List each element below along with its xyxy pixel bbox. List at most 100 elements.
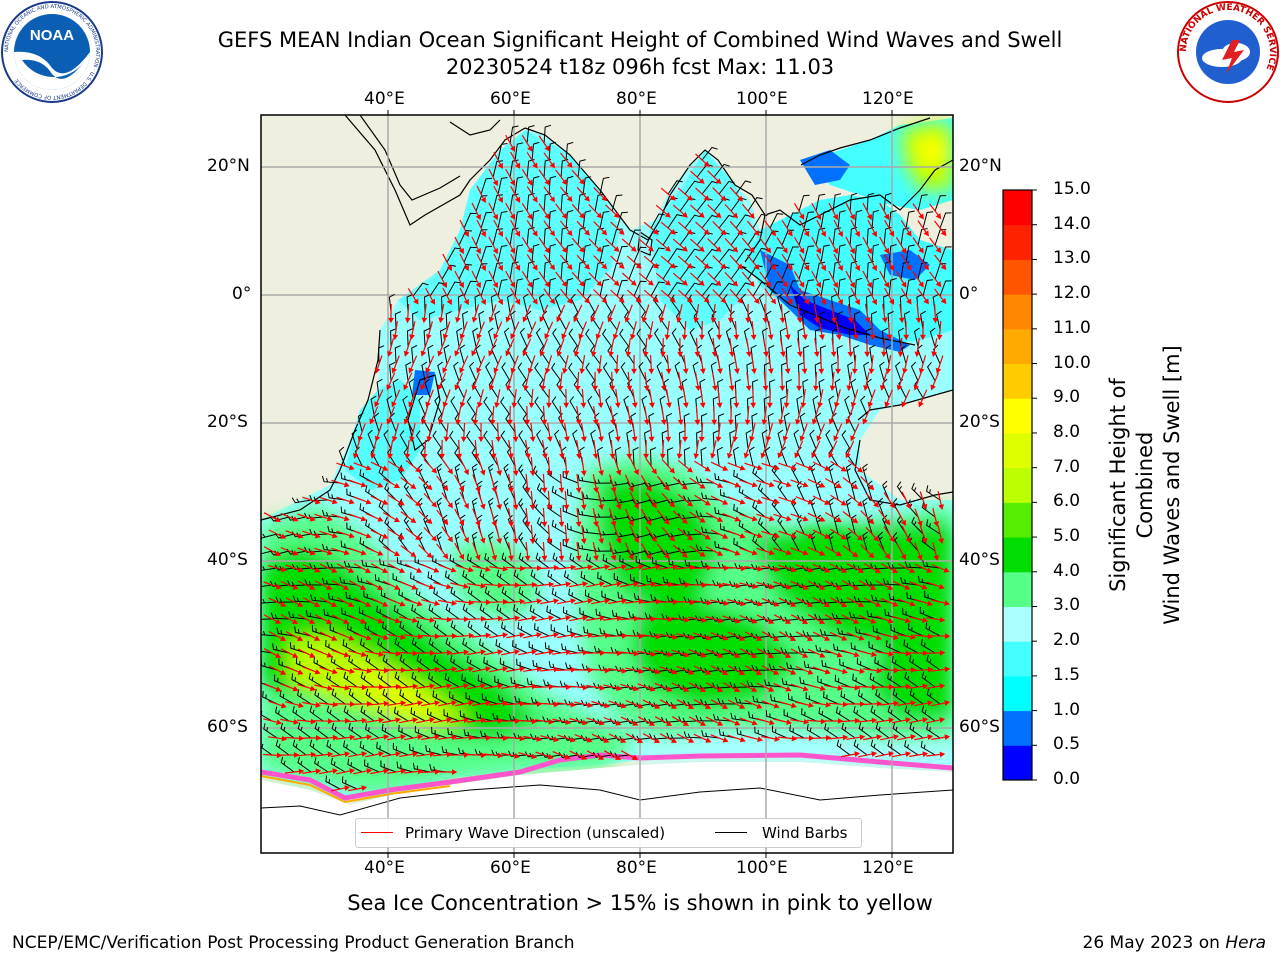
wind-barb (513, 569, 528, 586)
wind-barb (752, 466, 766, 484)
wave-arrow (540, 371, 547, 392)
wind-barb (648, 532, 669, 539)
wave-arrow (353, 700, 373, 707)
wave-arrow (505, 338, 515, 357)
wave-arrow (625, 733, 644, 743)
wind-barb (531, 243, 540, 263)
wind-barb (862, 531, 868, 552)
wave-arrow (900, 220, 912, 237)
wind-barb (514, 244, 524, 263)
wave-arrow (677, 221, 693, 235)
wind-barb (917, 228, 928, 246)
wave-arrow (824, 684, 844, 691)
wind-barb (288, 611, 307, 620)
wave-arrow (535, 615, 555, 622)
wave-arrow (778, 564, 797, 573)
wave-arrow (263, 614, 282, 624)
wind-barb (394, 671, 409, 688)
wind-barb (616, 245, 628, 263)
wave-arrow (459, 457, 469, 476)
wind-barb (297, 722, 312, 739)
wave-arrow (833, 219, 843, 238)
wind-barb (875, 689, 890, 705)
wind-barb (594, 193, 604, 212)
wave-arrow (841, 684, 861, 691)
wind-barb (399, 654, 414, 671)
wave-arrow (454, 372, 464, 391)
wind-barb (347, 758, 363, 773)
wave-arrow (829, 563, 848, 573)
wave-arrow (489, 632, 509, 639)
wave-arrow (538, 271, 550, 288)
wave-arrow (526, 152, 538, 169)
wave-arrow (640, 508, 652, 526)
wave-arrow (558, 406, 565, 426)
colorbar (1002, 189, 1037, 781)
wind-barb (599, 627, 618, 637)
wave-arrow (744, 496, 763, 505)
wind-barb (565, 209, 574, 229)
wave-arrow (689, 170, 705, 184)
wind-barb (450, 655, 465, 671)
wind-barb (909, 688, 924, 705)
wind-barb (551, 587, 567, 603)
wind-barb (514, 278, 524, 297)
wave-arrow (302, 666, 321, 675)
wave-arrow (374, 389, 384, 408)
wind-barb (396, 557, 414, 569)
wave-arrow (319, 530, 338, 539)
wave-arrow (926, 649, 946, 656)
wave-arrow (656, 543, 670, 559)
wind-barb (544, 642, 562, 654)
wave-arrow (302, 496, 321, 505)
wave-arrow (677, 459, 693, 473)
wave-arrow (391, 423, 400, 442)
wave-arrow (607, 304, 617, 323)
wave-arrow (433, 717, 453, 724)
wind-barb (378, 345, 385, 365)
wind-barb (920, 310, 927, 331)
wave-arrow (268, 735, 288, 742)
wave-arrow (505, 270, 516, 288)
wave-arrow (878, 509, 891, 526)
wind-barb (428, 311, 436, 331)
wind-barb (832, 261, 842, 280)
wave-arrow (761, 496, 780, 505)
map-frame (260, 114, 954, 854)
wave-arrow (467, 649, 487, 656)
wind-barb (667, 282, 683, 297)
wave-arrow (846, 701, 866, 707)
wave-arrow (319, 597, 338, 607)
wave-arrow (524, 473, 531, 494)
wave-arrow (437, 406, 445, 425)
wave-arrow (268, 631, 287, 641)
wind-barb (701, 526, 720, 535)
wave-arrow (408, 389, 418, 408)
wind-barb (848, 294, 855, 314)
wind-barb (276, 627, 295, 637)
wind-barb (888, 210, 897, 229)
wind-barb (837, 210, 846, 229)
wind-barb (733, 503, 749, 518)
wave-arrow (643, 406, 650, 426)
wave-arrow (353, 597, 372, 607)
wave-arrow (613, 457, 622, 476)
wind-barb (764, 446, 771, 467)
wave-arrow (421, 666, 441, 673)
wind-barb (269, 580, 290, 588)
wave-arrow (693, 303, 700, 324)
wave-arrow (573, 304, 583, 323)
wind-barb (617, 591, 635, 603)
wave-arrow (613, 491, 622, 510)
wave-arrow (442, 355, 452, 374)
colorbar-segment (1003, 259, 1032, 295)
wind-barb (489, 447, 499, 467)
wind-barb (405, 361, 412, 382)
wave-arrow (776, 271, 788, 288)
wave-arrow (868, 355, 875, 375)
wave-arrow (387, 633, 407, 640)
wave-arrow (860, 476, 875, 491)
wave-arrow (353, 667, 373, 674)
wind-barb (365, 519, 380, 535)
wave-arrow (926, 581, 945, 590)
